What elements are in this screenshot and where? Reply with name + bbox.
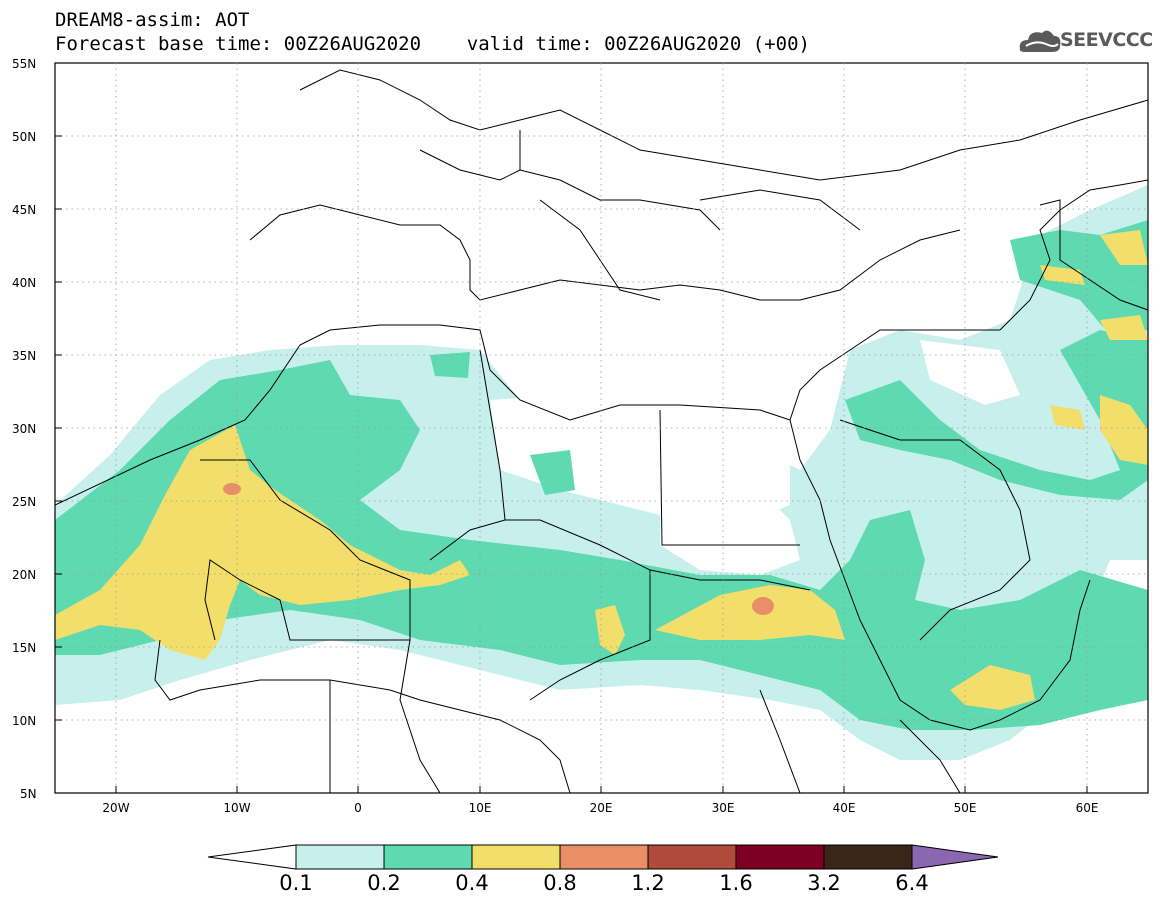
lon-label: 20E — [590, 801, 613, 815]
colorbar-label: 0.2 — [367, 871, 401, 895]
longitude-labels: 20W 10W 0 10E 20E 30E 40E 50E 60E — [102, 801, 1098, 815]
lat-label: 5N — [20, 787, 37, 801]
forecast-time-subtitle: Forecast base time: 00Z26AUG2020 valid t… — [55, 33, 810, 55]
lat-label: 45N — [12, 203, 36, 217]
lat-label: 15N — [12, 641, 36, 655]
lon-label: 20W — [102, 801, 129, 815]
colorbar-segment — [295, 844, 385, 870]
colorbar-label: 6.4 — [895, 871, 929, 895]
latitude-labels: 55N 50N 45N 40N 35N 30N 25N 20N 15N 10N … — [12, 57, 37, 801]
colorbar-segment — [559, 844, 649, 870]
colorbar-label: 0.8 — [543, 871, 577, 895]
lat-label: 50N — [12, 130, 36, 144]
colorbar-segment — [471, 844, 561, 870]
colorbar-label: 3.2 — [807, 871, 841, 895]
lon-label: 10E — [469, 801, 492, 815]
aot-0.2-region — [55, 360, 1148, 730]
colorbar-label: 0.4 — [455, 871, 489, 895]
colorbar-label: 1.2 — [631, 871, 665, 895]
map-title: DREAM8-assim: AOT — [55, 9, 250, 31]
aot-contours — [55, 63, 1148, 793]
colorbar-segment — [735, 844, 825, 870]
colorbar-label: 1.6 — [719, 871, 753, 895]
aot-0.4-region — [55, 425, 470, 660]
colorbar-high-arrow — [911, 844, 999, 870]
lat-label: 40N — [12, 276, 36, 290]
lat-label: 35N — [12, 349, 36, 363]
lat-label: 25N — [12, 495, 36, 509]
lat-label: 20N — [12, 568, 36, 582]
lat-label: 55N — [12, 57, 36, 71]
lat-label: 10N — [12, 714, 36, 728]
colorbar — [207, 844, 999, 870]
lon-label: 50E — [954, 801, 977, 815]
lon-label: 60E — [1076, 801, 1099, 815]
colorbar-low-arrow — [207, 844, 297, 870]
colorbar-segment — [823, 844, 913, 870]
aot-0.8-region — [223, 483, 241, 495]
lon-label: 0 — [354, 801, 362, 815]
colorbar-label: 0.1 — [279, 871, 313, 895]
logo-text: SEEVCCC — [1060, 29, 1153, 51]
lon-label: 30E — [712, 801, 735, 815]
lat-label: 30N — [12, 422, 36, 436]
lon-label: 10W — [223, 801, 250, 815]
colorbar-segment — [383, 844, 473, 870]
cloud-logo-icon — [1019, 30, 1061, 52]
colorbar-segment — [647, 844, 737, 870]
lon-label: 40E — [833, 801, 856, 815]
